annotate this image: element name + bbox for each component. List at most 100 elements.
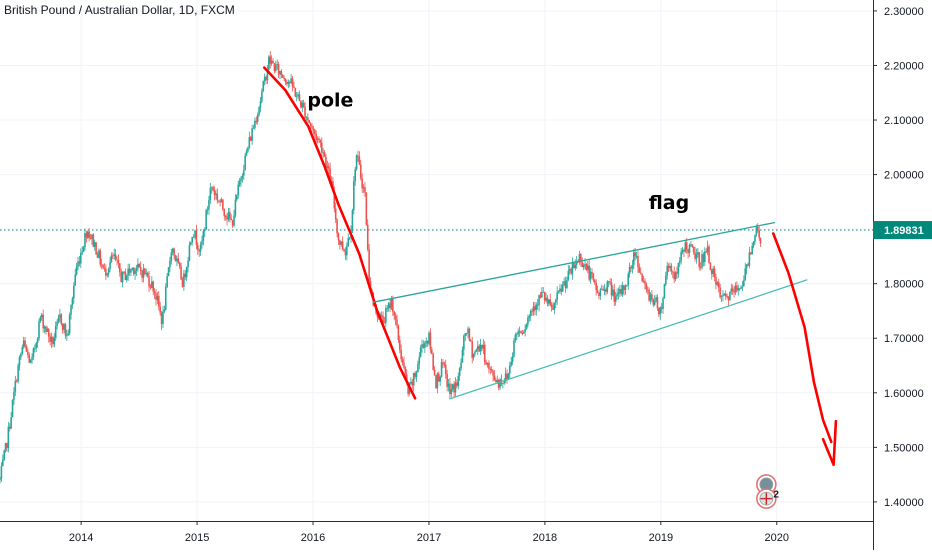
price-axis-background — [873, 0, 932, 550]
candle-body — [422, 344, 425, 348]
candle-body — [400, 349, 402, 360]
candle-body — [465, 333, 468, 334]
candle-body — [77, 261, 79, 267]
candle-body — [730, 288, 733, 292]
candle-body — [715, 277, 717, 285]
candle-body — [444, 364, 447, 375]
candle-body — [442, 362, 444, 364]
candle-body — [566, 279, 568, 288]
candle-body — [701, 254, 703, 268]
flag-lower-line[interactable] — [449, 279, 808, 400]
candle-body — [638, 267, 641, 273]
candle-body — [599, 289, 602, 296]
candle-body — [415, 372, 418, 377]
candle-body — [575, 261, 578, 265]
candle-body — [560, 288, 563, 292]
candle-body — [467, 328, 469, 334]
candle-body — [369, 280, 372, 290]
candle-body — [716, 282, 719, 285]
candle-body — [726, 296, 728, 298]
candle-body — [6, 443, 8, 448]
candle-body — [223, 209, 226, 217]
candle-body — [46, 328, 49, 332]
candle-body — [180, 266, 182, 280]
candle-body — [157, 295, 160, 307]
candle-body — [397, 325, 400, 340]
candle-body — [518, 331, 521, 332]
candle-body — [226, 217, 228, 220]
candle-body — [84, 233, 86, 248]
candle-body — [708, 246, 710, 263]
candle-body — [712, 268, 714, 275]
candle-body — [59, 314, 61, 318]
candle-body — [492, 370, 494, 376]
candle-body — [75, 266, 78, 275]
candle-body — [78, 261, 81, 264]
candle-body — [752, 241, 755, 246]
candle-body — [483, 344, 486, 363]
candle-body — [545, 297, 547, 301]
candle-body — [4, 443, 7, 451]
candle-body — [57, 317, 60, 322]
candle-body — [692, 246, 695, 253]
candle-body — [705, 251, 708, 253]
candle-body — [429, 332, 432, 350]
candle-body — [265, 76, 267, 81]
candle-body — [316, 138, 319, 140]
candle-body — [453, 384, 455, 393]
candle-body — [457, 375, 460, 386]
current-price-tag: 1.89831 — [873, 221, 932, 240]
candle-body — [394, 315, 397, 320]
candle-body — [0, 466, 3, 479]
candle-body — [722, 294, 724, 297]
candle-body — [153, 291, 156, 294]
candle-body — [463, 335, 465, 350]
candle-body — [131, 267, 134, 270]
candle-body — [209, 188, 212, 200]
candle-body — [45, 326, 47, 332]
candle-body — [428, 332, 430, 344]
candle-body — [426, 340, 429, 344]
price-tick-label: 2.20000 — [884, 60, 924, 72]
candle-body — [605, 289, 607, 292]
candle-body — [81, 251, 83, 254]
candle-body — [314, 129, 316, 135]
candle-body — [628, 267, 631, 274]
projection-line[interactable] — [772, 232, 833, 444]
candle-body — [587, 265, 589, 270]
candle-body — [99, 250, 102, 265]
flag-upper-line[interactable] — [372, 221, 776, 303]
candle-body — [570, 269, 572, 274]
candle-body — [256, 114, 259, 122]
candle-body — [482, 344, 485, 349]
candle-body — [410, 381, 412, 384]
pole-line[interactable] — [263, 66, 417, 400]
candle-body — [702, 254, 705, 263]
candle-body — [552, 307, 554, 310]
candle-body — [359, 164, 362, 179]
candle-body — [652, 299, 655, 305]
candle-body — [401, 359, 404, 363]
candle-body — [536, 304, 539, 306]
event-badges[interactable]: 2 — [756, 474, 780, 509]
candle-body — [302, 102, 305, 107]
candle-body — [493, 375, 496, 381]
candle-body — [29, 360, 32, 363]
candle-body — [660, 307, 663, 309]
drawings[interactable] — [263, 66, 838, 467]
candle-body — [340, 241, 343, 245]
candle-body — [276, 64, 278, 65]
candle-body — [598, 292, 600, 296]
annotation-flag: flag — [649, 192, 690, 214]
projection-arrowhead-line[interactable] — [821, 419, 838, 467]
candle-body — [284, 78, 287, 83]
candle-body — [578, 254, 581, 263]
candle-body — [404, 367, 407, 375]
candle-body — [120, 272, 122, 283]
candle-body — [684, 242, 687, 252]
candles[interactable] — [0, 51, 762, 484]
candle-body — [425, 340, 428, 343]
